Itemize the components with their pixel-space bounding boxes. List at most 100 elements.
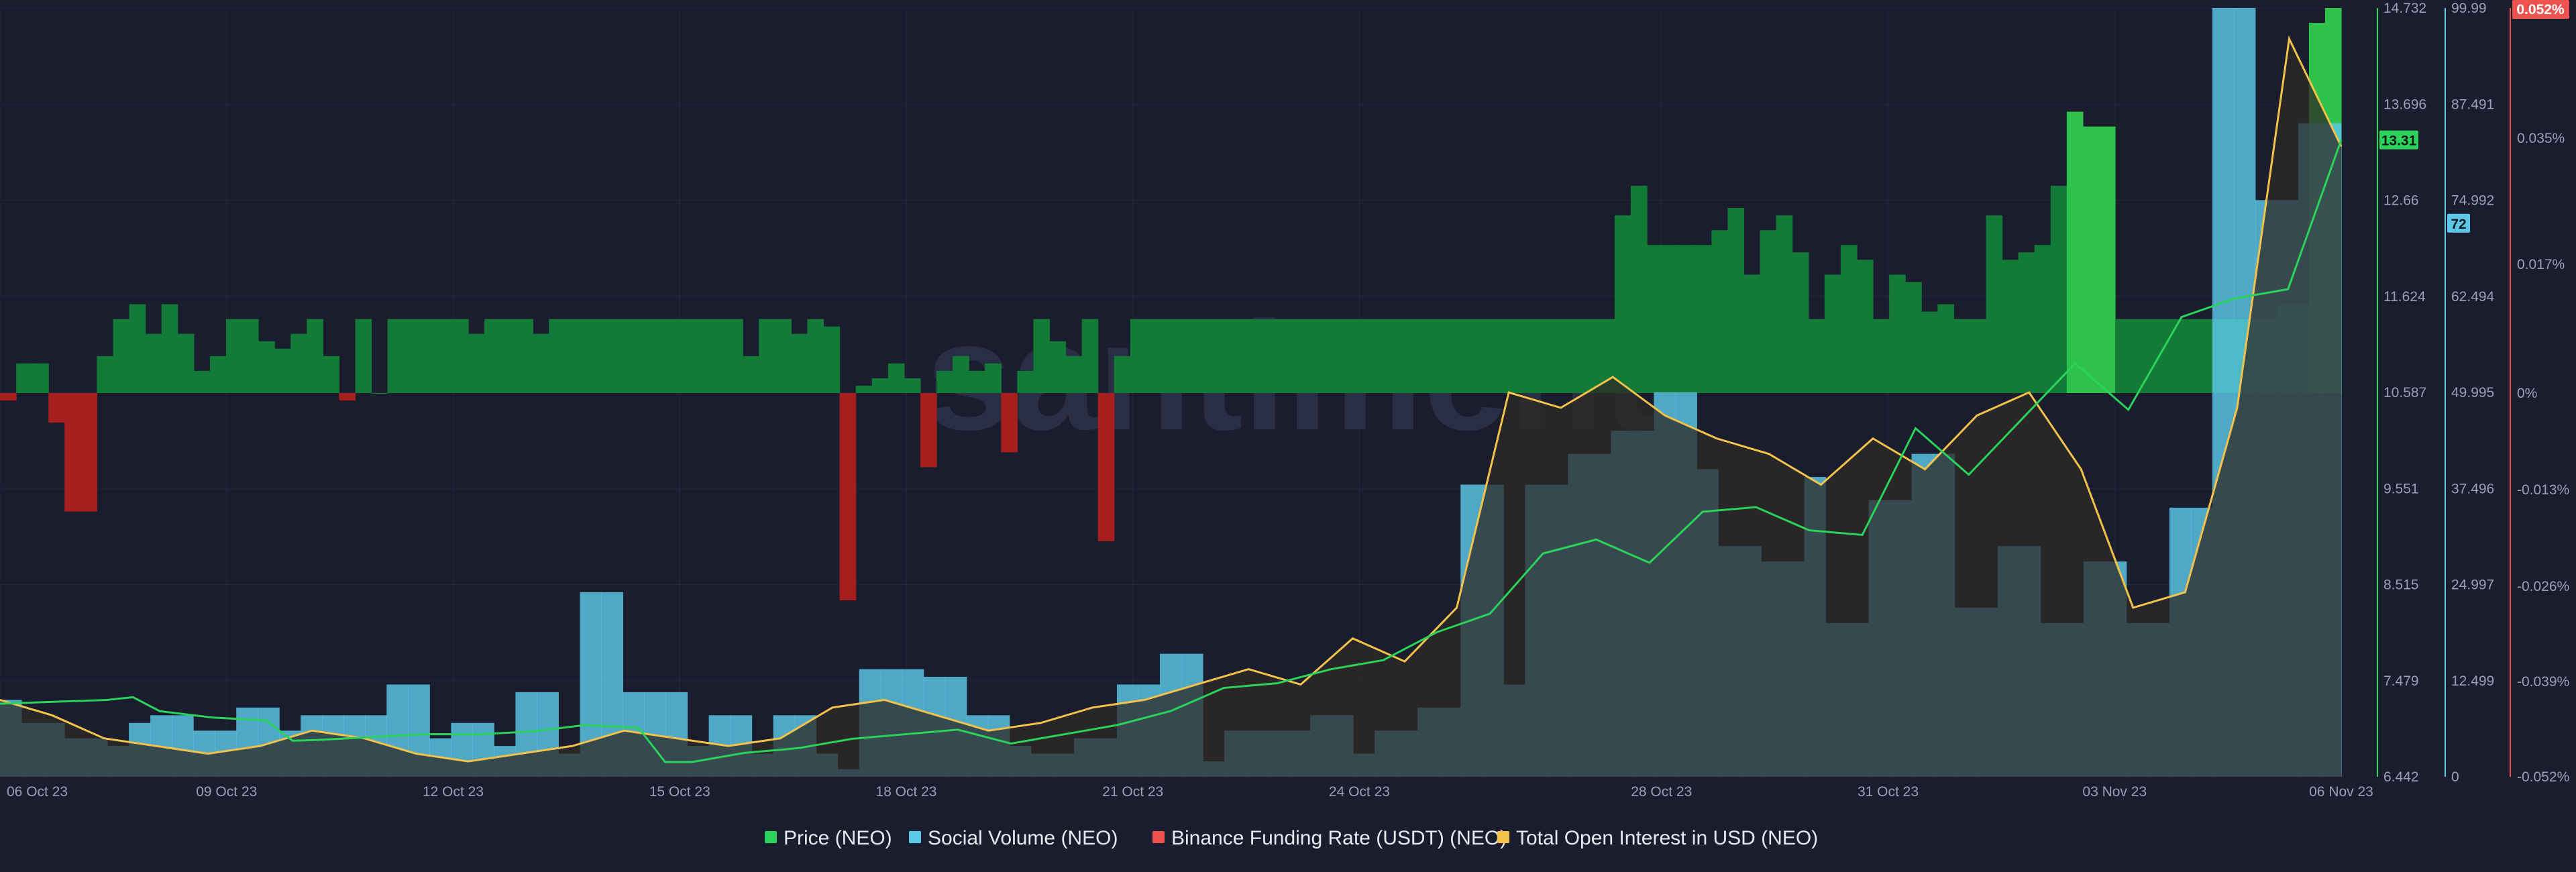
funding-bar <box>1114 356 1131 393</box>
funding-bar <box>307 319 323 393</box>
funding-bar <box>1033 319 1051 393</box>
funding-bar <box>823 326 841 393</box>
funding-bar <box>403 319 421 393</box>
funding-bar <box>1485 319 1503 393</box>
x-tick-label: 06 Oct 23 <box>7 784 68 800</box>
social-current-value: 72 <box>2451 217 2466 232</box>
price-current-value: 13.31 <box>2381 133 2417 149</box>
funding-bar <box>1582 319 1599 393</box>
funding-current-value: 0.052% <box>2516 2 2565 17</box>
funding-bar <box>339 393 356 401</box>
funding-bar <box>1097 393 1115 541</box>
funding-bar <box>645 319 663 393</box>
x-tick-label: 21 Oct 23 <box>1102 784 1163 800</box>
x-tick-label: 28 Oct 23 <box>1631 784 1692 800</box>
funding-bar <box>0 393 17 401</box>
funding-bar <box>904 378 921 393</box>
funding-bar <box>64 393 81 512</box>
funding-bar <box>1986 215 2003 393</box>
funding-bar <box>629 319 647 393</box>
funding-bar <box>969 370 985 393</box>
funding-bar <box>727 319 743 393</box>
price-tick-label: 11.624 <box>2383 289 2426 305</box>
funding-bar <box>791 333 808 393</box>
funding-bar <box>1873 319 1890 393</box>
social-tick-label: 24.997 <box>2451 578 2494 593</box>
funding-bar <box>113 319 130 393</box>
legend-swatch <box>1497 831 1509 843</box>
funding-bar <box>1953 319 1971 393</box>
funding-bar <box>1727 208 1745 393</box>
funding-bar <box>2002 260 2019 393</box>
funding-bar <box>2050 185 2068 393</box>
funding-bar <box>1211 319 1228 393</box>
funding-bar <box>161 304 178 393</box>
funding-bar <box>1372 319 1389 393</box>
funding-bar <box>1824 274 1841 393</box>
funding-bar <box>855 385 873 393</box>
funding-bar <box>1469 319 1486 393</box>
funding-bar <box>451 319 469 393</box>
funding-bar <box>1663 245 1680 393</box>
funding-bar <box>517 319 533 393</box>
funding-bar <box>2180 319 2196 393</box>
funding-bar <box>129 304 146 393</box>
price-tick-label: 14.732 <box>2383 1 2426 16</box>
funding-bar <box>1421 319 1438 393</box>
x-tick-label: 03 Nov 23 <box>2082 784 2147 800</box>
funding-bar <box>1695 245 1712 393</box>
x-tick-label: 06 Nov 23 <box>2309 784 2373 800</box>
open-interest-area <box>0 35 2343 777</box>
funding-tick-label: -0.052% <box>2517 769 2569 785</box>
x-tick-label: 24 Oct 23 <box>1329 784 1390 800</box>
funding-bar <box>242 319 259 393</box>
funding-bar <box>710 319 727 393</box>
funding-bar <box>1566 319 1583 393</box>
funding-bar <box>1130 319 1147 393</box>
funding-bar <box>1146 319 1163 393</box>
funding-bar <box>1937 304 1954 393</box>
funding-bar <box>871 378 889 393</box>
social-tick-label: 87.491 <box>2451 97 2494 112</box>
funding-bar <box>743 356 759 393</box>
legend-label: Total Open Interest in USD (NEO) <box>1516 827 1818 849</box>
price-tick-label: 9.551 <box>2383 481 2419 496</box>
price-line-group <box>0 140 2343 763</box>
funding-bar <box>209 356 227 393</box>
funding-bar <box>1453 319 1470 393</box>
funding-bar <box>1227 319 1244 393</box>
funding-bar <box>1001 393 1018 453</box>
funding-bar <box>1162 319 1179 393</box>
funding-bar <box>613 319 631 393</box>
funding-bar <box>1647 245 1664 393</box>
funding-bar <box>2163 319 2180 393</box>
social-tick-label: 74.992 <box>2451 193 2494 209</box>
legend-label: Binance Funding Rate (USDT) (NEO) <box>1171 827 1507 849</box>
funding-bar <box>839 393 857 601</box>
funding-bar <box>1195 319 1212 393</box>
price-tick-label: 13.696 <box>2383 97 2426 112</box>
funding-bar <box>1324 319 1341 393</box>
legend-swatch <box>1152 831 1165 843</box>
social-tick-label: 62.494 <box>2451 289 2495 305</box>
price-line <box>0 140 2343 763</box>
funding-bar <box>1921 311 1938 393</box>
legend-label: Price (NEO) <box>784 827 892 849</box>
funding-bar <box>1049 341 1067 393</box>
funding-bar <box>694 319 711 393</box>
funding-rate-bars <box>0 8 2342 601</box>
funding-bar <box>435 319 453 393</box>
funding-bar <box>290 333 307 393</box>
legend-swatch <box>765 831 777 843</box>
funding-bar <box>920 393 937 468</box>
value-badges: 13.31 72 0.052% <box>2379 0 2569 233</box>
price-tick-label: 7.479 <box>2383 673 2419 689</box>
x-tick-label: 18 Oct 23 <box>875 784 936 800</box>
funding-tick-label: 0% <box>2517 386 2537 401</box>
funding-bar <box>1743 274 1761 393</box>
funding-bar <box>2082 126 2100 393</box>
funding-bar <box>1437 319 1454 393</box>
funding-bar <box>1081 319 1099 393</box>
price-current-badge <box>2379 130 2418 150</box>
